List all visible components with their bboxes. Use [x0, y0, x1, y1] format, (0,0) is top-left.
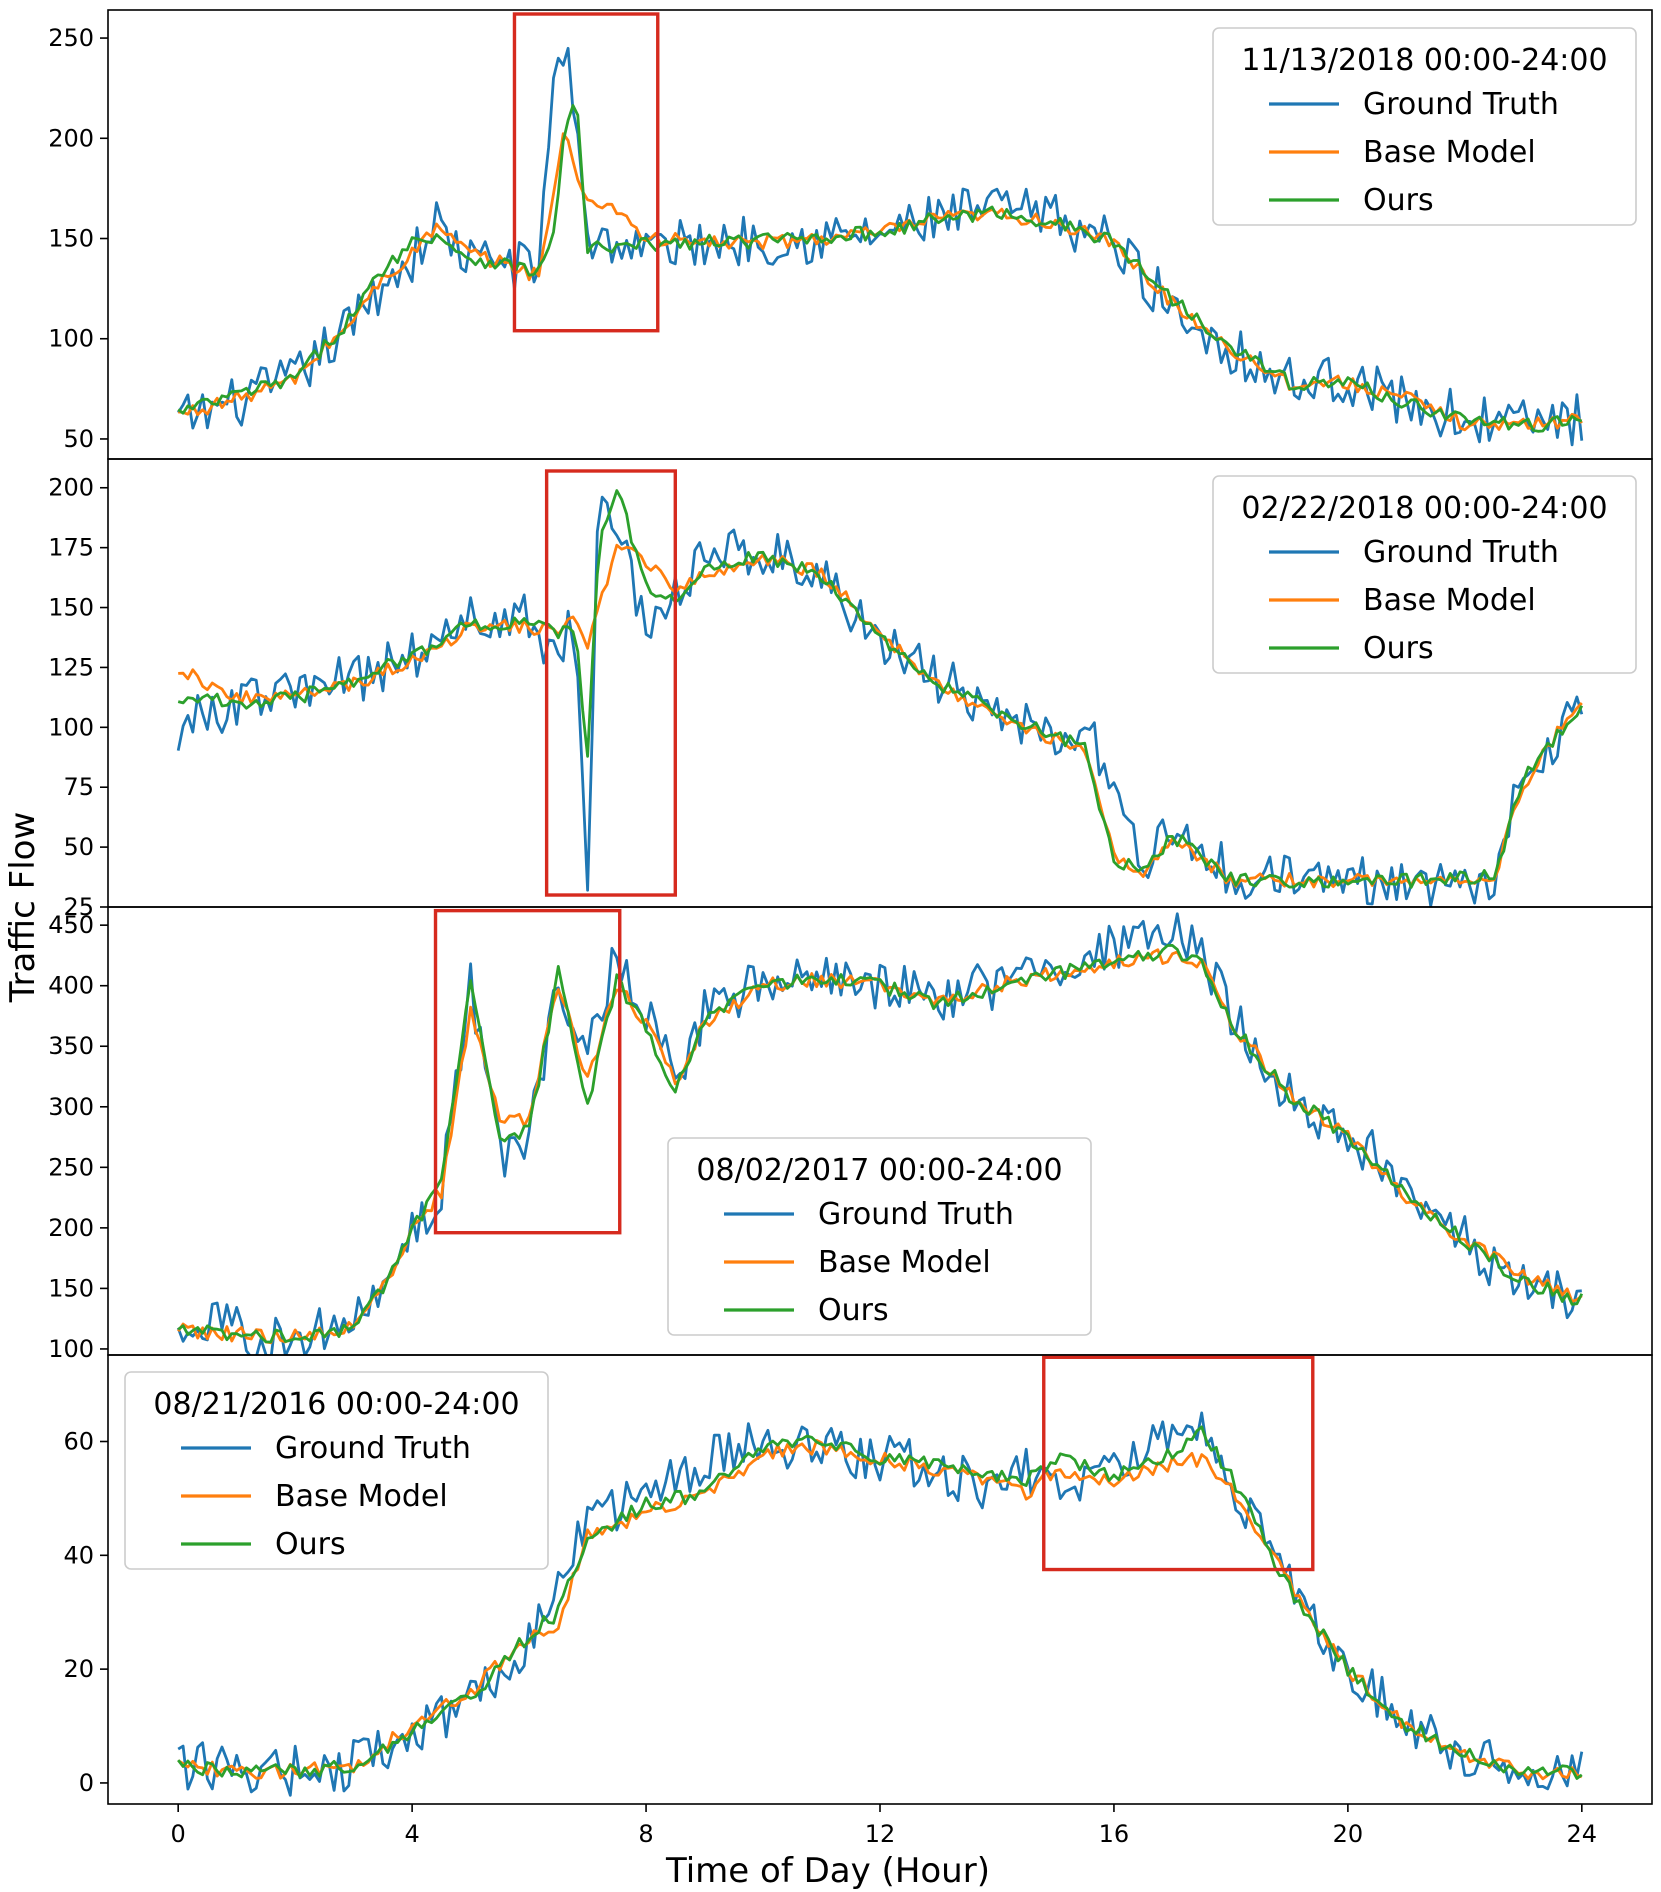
panel-series	[176, 489, 1584, 907]
y-tick-label: 40	[63, 1541, 94, 1569]
x-tick-label: 4	[404, 1820, 419, 1848]
y-tick-label: 300	[48, 1093, 94, 1121]
legend-label-base-model: Base Model	[1363, 583, 1536, 618]
legend-frame	[667, 1137, 1092, 1336]
x-tick-label: 8	[638, 1820, 653, 1848]
highlight-box	[433, 908, 622, 1235]
y-tick-label: 150	[48, 594, 94, 622]
y-tick-label: 200	[48, 124, 94, 152]
legend-label-ours: Ours	[1363, 631, 1434, 666]
y-tick-label: 50	[63, 425, 94, 453]
legend-label-ours: Ours	[275, 1527, 346, 1562]
legend: 08/21/2016 00:00-24:00 Ground Truth Base M…	[124, 1371, 549, 1570]
x-axis: 0 4 8 12 16 20 24	[171, 1804, 1598, 1848]
y-tick-label: 75	[63, 773, 94, 801]
legend-label-ground-truth: Ground Truth	[1363, 535, 1559, 570]
legend-title: 11/13/2018 00:00-24:00	[1241, 43, 1607, 78]
series-line-ours	[177, 944, 1584, 1344]
legend-label-ours: Ours	[1363, 183, 1434, 218]
legend-title: 08/21/2016 00:00-24:00	[153, 1387, 519, 1422]
legend-label-base-model: Base Model	[1363, 135, 1536, 170]
y-tick-label: 400	[48, 972, 94, 1000]
y-tick-label: 250	[48, 24, 94, 52]
series-line-ours	[177, 104, 1583, 433]
legend: 11/13/2018 00:00-24:00 Ground Truth Base M…	[1212, 27, 1637, 226]
y-tick-label: 100	[48, 1335, 94, 1363]
x-tick-label: 24	[1567, 1820, 1598, 1848]
series-line-ours	[177, 489, 1584, 889]
y-tick-label: 0	[79, 1769, 94, 1797]
panel-4: 0 20 40 60 08/21/2016 00:00-24:00 Ground Trut…	[63, 1354, 1653, 1805]
panel-1: 50 100 150 200 250 11/13/2018 00:00-24:00 Grou…	[48, 9, 1653, 460]
legend-frame	[1212, 27, 1637, 226]
series-line-ours	[177, 1425, 1583, 1780]
legend: 02/22/2018 00:00-24:00 Ground Truth Base M…	[1212, 475, 1637, 674]
legend-label-ground-truth: Ground Truth	[275, 1431, 471, 1466]
panel-series	[177, 46, 1584, 447]
y-tick-label: 100	[48, 713, 94, 741]
legend-title: 08/02/2017 00:00-24:00	[696, 1153, 1062, 1188]
y-tick-label: 200	[48, 474, 94, 502]
highlight-box	[512, 12, 660, 333]
legend-label-ours: Ours	[818, 1293, 889, 1328]
y-tick-label: 25	[63, 893, 94, 921]
series-line-ground-truth	[176, 912, 1582, 1355]
panel-series	[176, 912, 1584, 1355]
legend: 08/02/2017 00:00-24:00 Ground Truth Base M…	[667, 1137, 1092, 1336]
y-tick-label: 350	[48, 1032, 94, 1060]
series-line-base-model	[178, 543, 1583, 889]
y-tick-label: 125	[48, 653, 94, 681]
y-tick-label: 60	[63, 1427, 94, 1455]
x-axis-title: Time of Day (Hour)	[665, 1851, 990, 1891]
highlight-box	[544, 469, 678, 897]
y-tick-label: 200	[48, 1214, 94, 1242]
y-tick-label: 450	[48, 911, 94, 939]
y-axis-title: Traffic Flow	[3, 812, 43, 1004]
y-tick-label: 50	[63, 833, 94, 861]
legend-frame	[1212, 475, 1637, 674]
y-tick-label: 150	[48, 225, 94, 253]
y-tick-label: 20	[63, 1655, 94, 1683]
legend-label-ground-truth: Ground Truth	[1363, 87, 1559, 122]
y-tick-label: 175	[48, 534, 94, 562]
y-tick-label: 100	[48, 325, 94, 353]
x-tick-label: 12	[865, 1820, 896, 1848]
panel-series	[177, 1411, 1584, 1797]
panel-3: 100 150 200 250 300 350 400 450 08/02/2017 00:00…	[48, 906, 1653, 1363]
legend-label-base-model: Base Model	[818, 1245, 991, 1280]
y-tick-label: 150	[48, 1274, 94, 1302]
x-tick-label: 20	[1333, 1820, 1364, 1848]
x-tick-label: 0	[171, 1820, 186, 1848]
legend-frame	[124, 1371, 549, 1570]
x-tick-label: 16	[1099, 1820, 1130, 1848]
y-tick-label: 250	[48, 1153, 94, 1181]
legend-title: 02/22/2018 00:00-24:00	[1241, 491, 1607, 526]
legend-label-base-model: Base Model	[275, 1479, 448, 1514]
panel-2: 25 50 75 100 125 150 175 200 02/22/2018 00:00-24…	[48, 458, 1653, 921]
highlight-box	[1042, 1355, 1315, 1572]
legend-label-ground-truth: Ground Truth	[818, 1197, 1014, 1232]
